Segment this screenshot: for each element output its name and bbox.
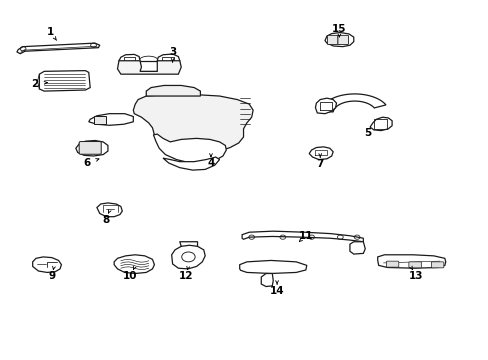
Polygon shape xyxy=(320,94,385,112)
Polygon shape xyxy=(157,54,180,66)
Polygon shape xyxy=(171,245,205,269)
Polygon shape xyxy=(239,260,306,274)
Text: 5: 5 xyxy=(364,129,371,139)
Polygon shape xyxy=(76,140,108,156)
Text: 14: 14 xyxy=(269,286,284,296)
Text: 10: 10 xyxy=(123,271,138,281)
Text: 13: 13 xyxy=(408,271,423,281)
Text: 7: 7 xyxy=(316,159,323,169)
FancyBboxPatch shape xyxy=(79,141,101,154)
FancyBboxPatch shape xyxy=(327,35,337,45)
Text: 15: 15 xyxy=(331,24,346,34)
Text: 8: 8 xyxy=(102,215,109,225)
FancyBboxPatch shape xyxy=(337,35,348,45)
FancyBboxPatch shape xyxy=(430,262,443,268)
Polygon shape xyxy=(33,257,61,273)
Polygon shape xyxy=(114,255,154,274)
Text: 11: 11 xyxy=(298,231,312,241)
Polygon shape xyxy=(163,157,219,170)
Polygon shape xyxy=(261,274,273,287)
Polygon shape xyxy=(315,98,336,114)
Polygon shape xyxy=(369,117,391,131)
FancyBboxPatch shape xyxy=(386,261,398,267)
FancyBboxPatch shape xyxy=(408,262,421,268)
Text: 3: 3 xyxy=(169,47,176,57)
Polygon shape xyxy=(89,114,133,125)
Polygon shape xyxy=(349,242,365,254)
Text: 6: 6 xyxy=(83,158,91,168)
Polygon shape xyxy=(17,43,100,54)
Polygon shape xyxy=(119,54,140,66)
Text: 4: 4 xyxy=(207,158,214,168)
Polygon shape xyxy=(325,32,353,47)
Text: 12: 12 xyxy=(179,271,193,281)
Polygon shape xyxy=(93,117,105,123)
Polygon shape xyxy=(40,71,90,91)
Polygon shape xyxy=(146,85,200,96)
Polygon shape xyxy=(133,95,253,153)
Polygon shape xyxy=(377,255,445,268)
Polygon shape xyxy=(153,134,226,163)
Polygon shape xyxy=(308,147,332,159)
Polygon shape xyxy=(242,231,363,242)
Text: 9: 9 xyxy=(48,271,55,281)
Text: 2: 2 xyxy=(31,79,38,89)
Polygon shape xyxy=(117,61,181,74)
Polygon shape xyxy=(97,203,122,217)
Text: 1: 1 xyxy=(47,27,54,37)
